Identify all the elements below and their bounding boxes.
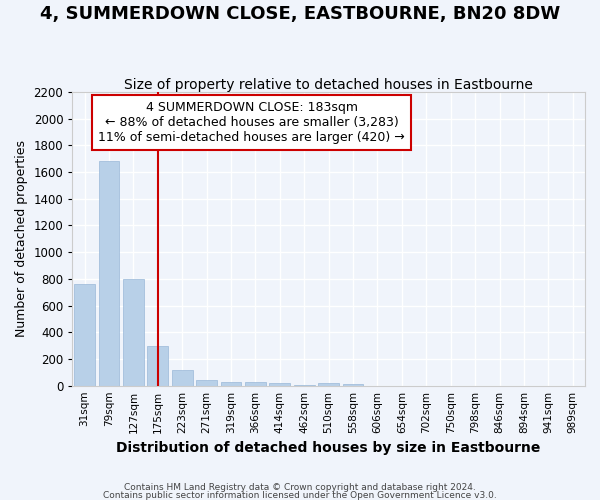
- Bar: [123, 279, 144, 386]
- Bar: [196, 380, 217, 386]
- Text: 4 SUMMERDOWN CLOSE: 183sqm
← 88% of detached houses are smaller (3,283)
11% of s: 4 SUMMERDOWN CLOSE: 183sqm ← 88% of deta…: [98, 101, 405, 144]
- Bar: [148, 346, 168, 386]
- Title: Size of property relative to detached houses in Eastbourne: Size of property relative to detached ho…: [124, 78, 533, 92]
- Bar: [269, 383, 290, 386]
- Text: Contains HM Land Registry data © Crown copyright and database right 2024.: Contains HM Land Registry data © Crown c…: [124, 484, 476, 492]
- Bar: [74, 284, 95, 386]
- Bar: [343, 384, 364, 386]
- X-axis label: Distribution of detached houses by size in Eastbourne: Distribution of detached houses by size …: [116, 441, 541, 455]
- Bar: [245, 382, 266, 386]
- Text: Contains public sector information licensed under the Open Government Licence v3: Contains public sector information licen…: [103, 490, 497, 500]
- Y-axis label: Number of detached properties: Number of detached properties: [15, 140, 28, 338]
- Bar: [172, 370, 193, 386]
- Bar: [221, 382, 241, 386]
- Bar: [318, 383, 339, 386]
- Text: 4, SUMMERDOWN CLOSE, EASTBOURNE, BN20 8DW: 4, SUMMERDOWN CLOSE, EASTBOURNE, BN20 8D…: [40, 5, 560, 23]
- Bar: [98, 162, 119, 386]
